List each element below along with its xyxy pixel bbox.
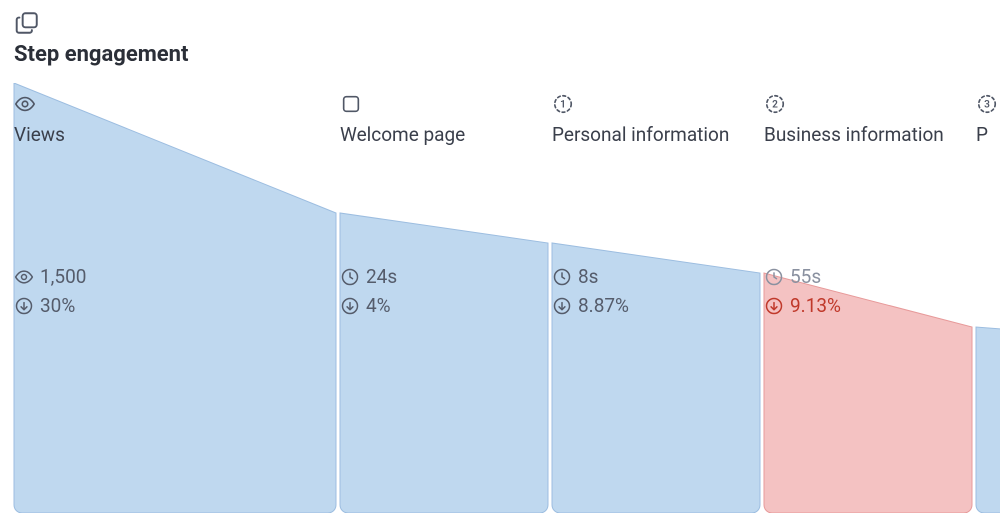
step-metrics: 24s4% <box>340 263 397 320</box>
metric-clock: 24s <box>340 263 397 292</box>
eye-icon <box>14 267 34 287</box>
step-metrics: 1,50030% <box>14 263 86 320</box>
metric-value: 9.13% <box>790 292 841 321</box>
metric-value: 1,500 <box>40 263 86 292</box>
metric-value: 8.87% <box>578 292 629 321</box>
metric-clock: 8s <box>552 263 629 292</box>
step-metrics: 8s8.87% <box>552 263 629 320</box>
funnel-shapes <box>0 83 1000 513</box>
clock-icon <box>764 267 784 287</box>
copy-icon <box>14 10 40 40</box>
down-icon <box>552 296 572 316</box>
funnel-step-business[interactable]: 2Business information55s9.13% <box>764 83 972 147</box>
clock-icon <box>552 267 572 287</box>
clock-icon <box>340 267 360 287</box>
svg-text:3: 3 <box>984 100 990 111</box>
metric-value: 8s <box>578 263 598 292</box>
square-icon <box>340 93 548 117</box>
svg-text:2: 2 <box>772 100 778 111</box>
step-label: Views <box>14 123 194 147</box>
metric-value: 4% <box>366 292 391 321</box>
metric-clock: 55s <box>764 263 841 292</box>
funnel-step-welcome[interactable]: Welcome page24s4% <box>340 83 548 147</box>
step-label: Personal information <box>552 123 732 147</box>
funnel-segment-welcome <box>340 213 548 513</box>
metric-down: 4% <box>340 292 397 321</box>
metric-down: 8.87% <box>552 292 629 321</box>
step-label: P <box>976 123 1000 147</box>
card-header: Step engagement <box>0 0 1000 71</box>
step-label: Business information <box>764 123 944 147</box>
metric-value: 30% <box>40 292 75 321</box>
metric-value: 55s <box>790 263 821 292</box>
funnel-step-personal[interactable]: 1Personal information8s8.87% <box>552 83 760 147</box>
down-icon <box>340 296 360 316</box>
down-icon <box>764 296 784 316</box>
funnel-step-next[interactable]: 3P <box>976 83 1000 147</box>
metric-eye: 1,500 <box>14 263 86 292</box>
step-metrics: 55s9.13% <box>764 263 841 320</box>
metric-value: 24s <box>366 263 397 292</box>
step-label: Welcome page <box>340 123 520 147</box>
eye-icon <box>14 93 336 117</box>
funnel-segment-next <box>976 327 1000 513</box>
down-icon <box>14 296 34 316</box>
step-2-icon: 2 <box>764 93 972 117</box>
metric-down: 30% <box>14 292 86 321</box>
card-title: Step engagement <box>14 42 986 67</box>
funnel-steps-row: Views1,50030%Welcome page24s4% 1 Personal … <box>0 83 1000 147</box>
step-1-icon: 1 <box>552 93 760 117</box>
metric-down: 9.13% <box>764 292 841 321</box>
step-3-icon: 3 <box>976 93 1000 117</box>
funnel-chart: Views1,50030%Welcome page24s4% 1 Personal … <box>0 83 1000 147</box>
svg-text:1: 1 <box>560 100 566 111</box>
funnel-step-views[interactable]: Views1,50030% <box>14 83 336 147</box>
